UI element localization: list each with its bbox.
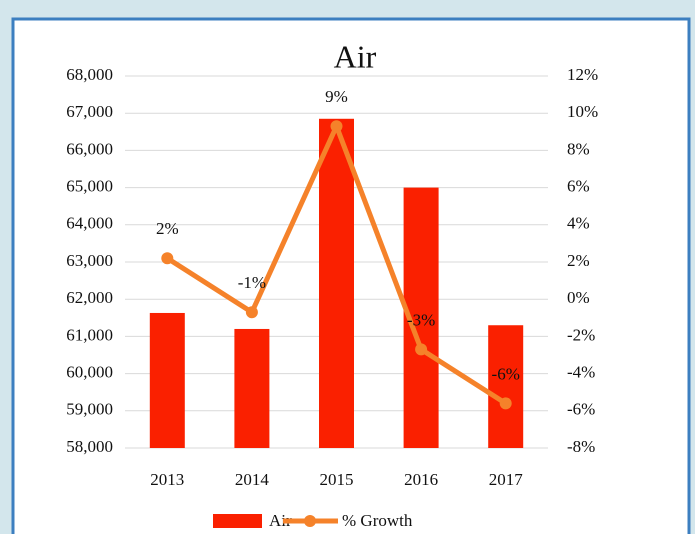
y2-tick-label: 4% (567, 214, 590, 233)
y2-tick-label: -4% (567, 363, 595, 382)
marker (499, 397, 512, 410)
y2-tick-label: 0% (567, 288, 590, 307)
legend-label: % Growth (342, 511, 413, 530)
y-tick-label: 62,000 (66, 288, 113, 307)
y2-tick-label: -2% (567, 325, 595, 344)
x-tick-label: 2016 (404, 470, 438, 489)
y2-tick-label: -8% (567, 437, 595, 456)
y2-tick-label: 8% (567, 139, 590, 158)
legend-marker (304, 515, 316, 527)
marker (245, 306, 258, 319)
bar (234, 328, 270, 448)
x-tick-label: 2015 (320, 470, 354, 489)
legend-swatch (213, 514, 262, 528)
bar (319, 118, 354, 448)
marker (415, 343, 428, 356)
data-label: 9% (325, 87, 348, 106)
bar (488, 325, 524, 448)
y2-tick-label: 12% (567, 65, 598, 84)
y-tick-label: 59,000 (66, 400, 113, 419)
y-tick-label: 68,000 (66, 65, 113, 84)
chart-title: Air (334, 38, 377, 74)
y-tick-label: 61,000 (66, 325, 113, 344)
y-tick-label: 66,000 (66, 139, 113, 158)
data-label: 2% (156, 219, 179, 238)
marker (330, 120, 343, 133)
y-tick-label: 60,000 (66, 363, 113, 382)
legend-label: Air (269, 511, 292, 530)
y2-tick-label: -6% (567, 400, 595, 419)
data-label: -6% (492, 364, 520, 383)
data-label: -3% (407, 310, 435, 329)
y2-tick-label: 6% (567, 177, 590, 196)
y-tick-label: 64,000 (66, 214, 113, 233)
y2-tick-label: 10% (567, 102, 598, 121)
x-tick-label: 2017 (489, 470, 524, 489)
data-label: -1% (238, 273, 266, 292)
y-tick-label: 65,000 (66, 177, 113, 196)
bar (149, 312, 185, 448)
y-tick-label: 67,000 (66, 102, 113, 121)
x-tick-label: 2013 (150, 470, 184, 489)
y-tick-label: 58,000 (66, 437, 113, 456)
y2-tick-label: 2% (567, 251, 590, 270)
marker (161, 252, 174, 265)
x-tick-label: 2014 (235, 470, 270, 489)
y-tick-label: 63,000 (66, 251, 113, 270)
